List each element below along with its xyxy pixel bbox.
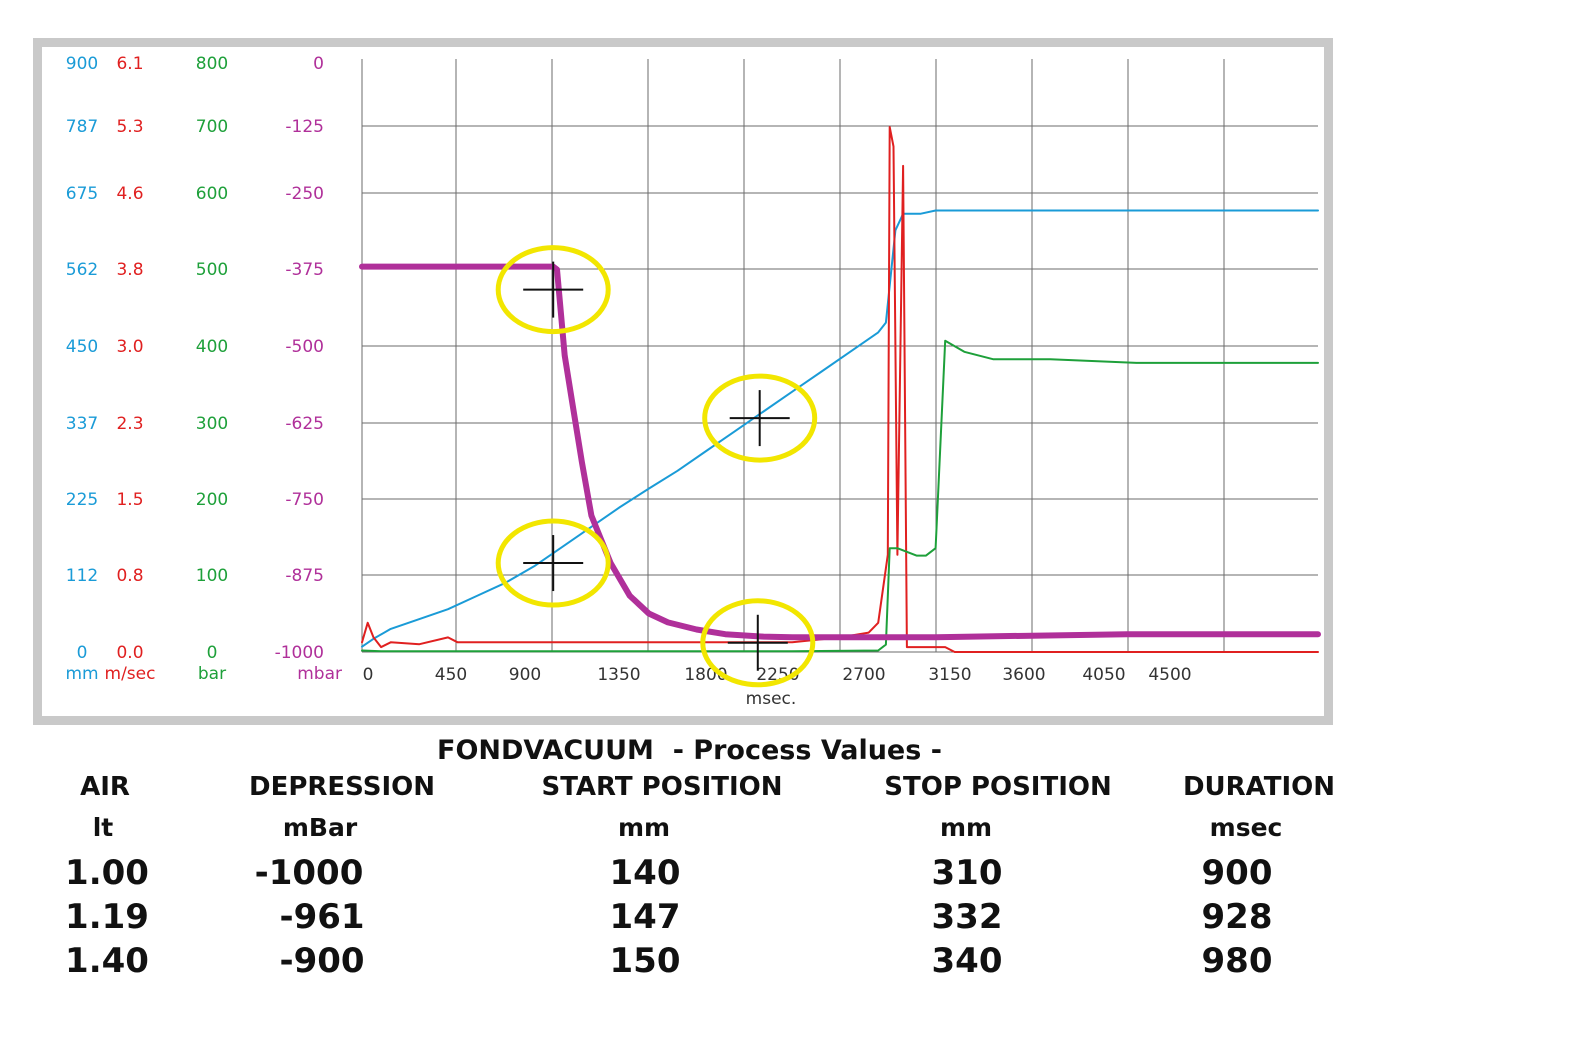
y-tick-label: 0 bbox=[77, 643, 88, 663]
table-cell: -961 bbox=[279, 897, 365, 937]
x-tick-label: 2700 bbox=[842, 665, 885, 685]
marker-circle bbox=[702, 373, 818, 463]
y-tick-label: 3.8 bbox=[116, 260, 143, 280]
x-tick-label: 3600 bbox=[1002, 665, 1045, 685]
marker-circle bbox=[700, 598, 816, 688]
y-tick-label: 100 bbox=[196, 566, 228, 586]
table-cell: 340 bbox=[931, 941, 1003, 981]
y-tick-label: 225 bbox=[66, 490, 98, 510]
chart-frame: 900 787 675 562 450 337 225 112 0 mm 6.1 5.3 4.6 3.8 3… bbox=[33, 38, 1333, 725]
table-cell: 900 bbox=[1201, 853, 1273, 893]
unit-depression: mBar bbox=[282, 813, 358, 842]
table-cell: 150 bbox=[609, 941, 681, 981]
unit-duration: msec bbox=[1209, 813, 1283, 842]
x-axis-label: msec. bbox=[746, 689, 797, 709]
series-line-mbar bbox=[359, 263, 1321, 641]
header-start-position: START POSITION bbox=[541, 772, 783, 802]
y-tick-label: -1000 bbox=[275, 643, 324, 663]
y-tick-label: -750 bbox=[285, 490, 324, 510]
marker-circle bbox=[495, 245, 611, 335]
x-tick-label: 450 bbox=[435, 665, 467, 685]
chart-panel: 900 787 675 562 450 337 225 112 0 mm 6.1 5.3 4.6 3.8 3… bbox=[42, 47, 1324, 716]
table-cell: 310 bbox=[931, 853, 1003, 893]
table-cell: 1.19 bbox=[65, 897, 149, 937]
table-cell: 1.40 bbox=[65, 941, 149, 981]
table-cell: -1000 bbox=[254, 853, 364, 893]
y-tick-label: 300 bbox=[196, 414, 228, 434]
y-tick-label: -875 bbox=[285, 566, 324, 586]
y-axis-unit: mbar bbox=[297, 664, 342, 684]
x-tick-label: 1350 bbox=[597, 665, 640, 685]
table-cell: 147 bbox=[609, 897, 681, 937]
table-cell: -900 bbox=[279, 941, 365, 981]
y-tick-label: 337 bbox=[66, 414, 98, 434]
y-tick-label: 500 bbox=[196, 260, 228, 280]
y-tick-label: -375 bbox=[285, 260, 324, 280]
x-tick-label: 900 bbox=[509, 665, 541, 685]
y-tick-label: -125 bbox=[285, 117, 324, 137]
y-tick-label: 0 bbox=[207, 643, 218, 663]
y-tick-label: 900 bbox=[66, 54, 98, 74]
y-tick-label: 200 bbox=[196, 490, 228, 510]
y-tick-label: 675 bbox=[66, 184, 98, 204]
y-tick-label: -500 bbox=[285, 337, 324, 357]
header-air: AIR bbox=[80, 772, 130, 802]
table-cell: 1.00 bbox=[65, 853, 149, 893]
header-duration: DURATION bbox=[1182, 772, 1336, 802]
y-tick-label: 4.6 bbox=[116, 184, 143, 204]
x-tick-label: 3150 bbox=[928, 665, 971, 685]
y-tick-label: 450 bbox=[66, 337, 98, 357]
y-tick-label: 0 bbox=[313, 54, 324, 74]
header-stop-position: STOP POSITION bbox=[884, 772, 1112, 802]
y-tick-label: 787 bbox=[66, 117, 98, 137]
y-tick-label: 700 bbox=[196, 117, 228, 137]
x-tick-label: 0 bbox=[363, 665, 374, 685]
y-axis-unit: bar bbox=[198, 664, 226, 684]
marker-circle bbox=[495, 518, 611, 608]
header-depression: DEPRESSION bbox=[249, 772, 435, 802]
y-tick-label: 3.0 bbox=[116, 337, 143, 357]
unit-start-position: mm bbox=[617, 813, 671, 842]
y-tick-label: 800 bbox=[196, 54, 228, 74]
y-tick-label: 112 bbox=[66, 566, 98, 586]
series-line-m-sec bbox=[361, 126, 1319, 653]
y-tick-label: 0.0 bbox=[116, 643, 143, 663]
y-tick-label: 5.3 bbox=[116, 117, 143, 137]
x-tick-label: 4500 bbox=[1148, 665, 1191, 685]
y-tick-label: 400 bbox=[196, 337, 228, 357]
series-line-bar bbox=[361, 339, 1319, 653]
y-tick-label: -250 bbox=[285, 184, 324, 204]
table-cell: 140 bbox=[609, 853, 681, 893]
table-cell: 332 bbox=[931, 897, 1003, 937]
table-title: FONDVACUUM - Process Values - bbox=[437, 735, 942, 766]
table-cell: 980 bbox=[1201, 941, 1273, 981]
y-tick-label: 6.1 bbox=[116, 54, 143, 74]
series-line-mm bbox=[361, 209, 1319, 648]
y-tick-label: 0.8 bbox=[116, 566, 143, 586]
y-axis-unit: m/sec bbox=[105, 664, 156, 684]
y-tick-label: -625 bbox=[285, 414, 324, 434]
y-tick-label: 562 bbox=[66, 260, 98, 280]
y-tick-label: 2.3 bbox=[116, 414, 143, 434]
y-axis-unit: mm bbox=[65, 664, 98, 684]
y-tick-label: 600 bbox=[196, 184, 228, 204]
table-cell: 928 bbox=[1201, 897, 1273, 937]
unit-air: lt bbox=[92, 813, 114, 842]
y-tick-label: 1.5 bbox=[116, 490, 143, 510]
unit-stop-position: mm bbox=[939, 813, 993, 842]
x-tick-label: 4050 bbox=[1082, 665, 1125, 685]
process-chart: 9007876755624503372251120mm6.15.34.63.83… bbox=[65, 54, 1321, 709]
